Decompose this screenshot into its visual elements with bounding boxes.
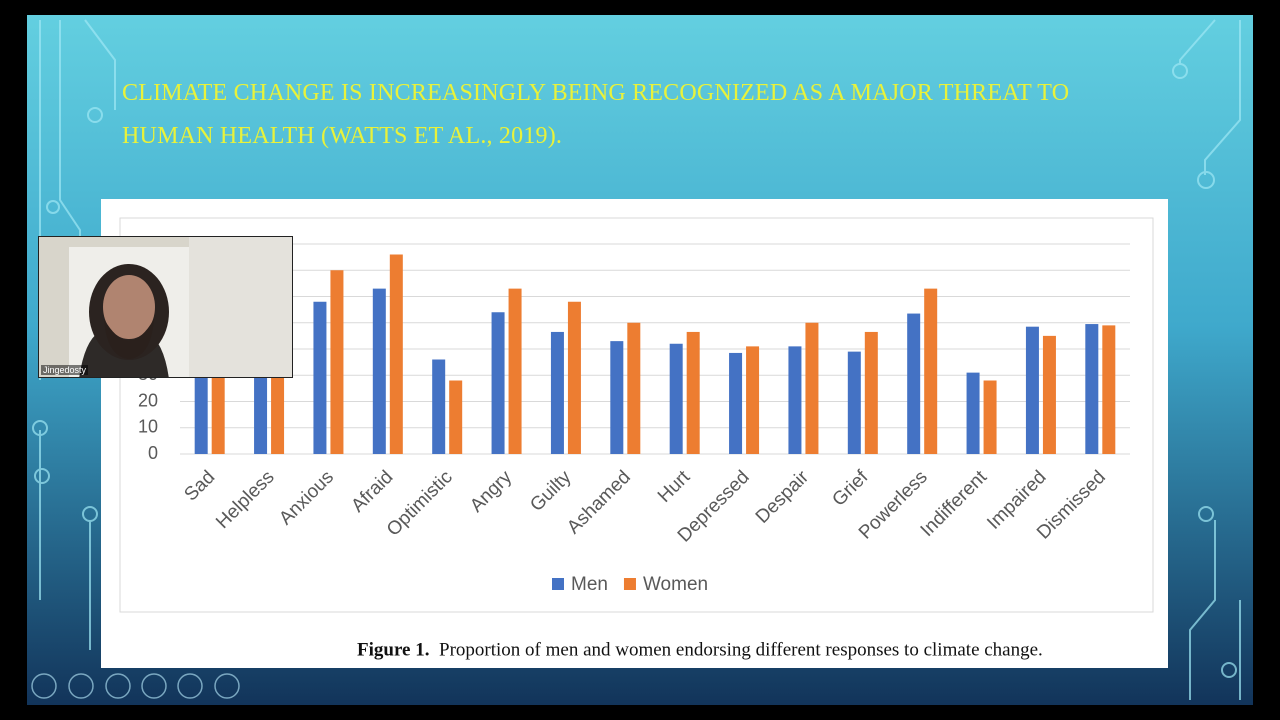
bar: [1025, 326, 1039, 454]
next-button[interactable]: [68, 673, 94, 699]
bar: [746, 346, 760, 454]
bar: [847, 351, 861, 454]
bar: [1042, 335, 1056, 454]
bar: [313, 301, 327, 454]
bar: [907, 313, 921, 454]
legend-swatch: [552, 578, 564, 590]
webcam-image: [39, 237, 292, 377]
bar: [1085, 324, 1099, 454]
caption-label: Figure 1.: [357, 639, 429, 660]
slide-heading: CLIMATE CHANGE IS INCREASINGLY BEING REC…: [122, 80, 1070, 149]
y-tick-label: 0: [148, 443, 158, 463]
bar: [372, 288, 386, 454]
bar: [432, 359, 446, 454]
bar: [669, 343, 683, 454]
bar: [864, 331, 878, 454]
bar: [1102, 325, 1116, 454]
zoom-button[interactable]: [177, 673, 203, 699]
more-button[interactable]: [214, 673, 240, 699]
bar: [449, 380, 463, 454]
bar: [788, 346, 802, 454]
bar: [211, 354, 225, 454]
previous-button[interactable]: [31, 673, 57, 699]
chart-border: [119, 217, 1154, 613]
bar: [686, 331, 700, 454]
bar: [567, 301, 581, 454]
bar: [983, 380, 997, 454]
bar: [924, 288, 938, 454]
bar: [491, 312, 505, 454]
legend-label: Men: [571, 574, 608, 595]
y-tick-label: 20: [138, 390, 158, 410]
toolbar: [31, 673, 240, 699]
participant-name: Jingedosty: [41, 365, 89, 375]
bar: [508, 288, 522, 454]
bar: [627, 322, 641, 454]
bar: [805, 322, 819, 454]
webcam-video: Jingedosty: [38, 236, 293, 378]
bar: [610, 341, 624, 454]
bar: [389, 254, 403, 454]
caption: Proportion of men and women endorsing di…: [439, 639, 1043, 660]
bar: [966, 372, 980, 454]
slides-button[interactable]: [141, 673, 167, 699]
bar: [550, 331, 564, 454]
legend-label: Women: [643, 574, 708, 595]
bar: [330, 270, 344, 454]
y-tick-label: 10: [138, 417, 158, 437]
pen-button[interactable]: [105, 673, 131, 699]
legend-swatch: [623, 578, 636, 590]
bar: [729, 352, 743, 454]
